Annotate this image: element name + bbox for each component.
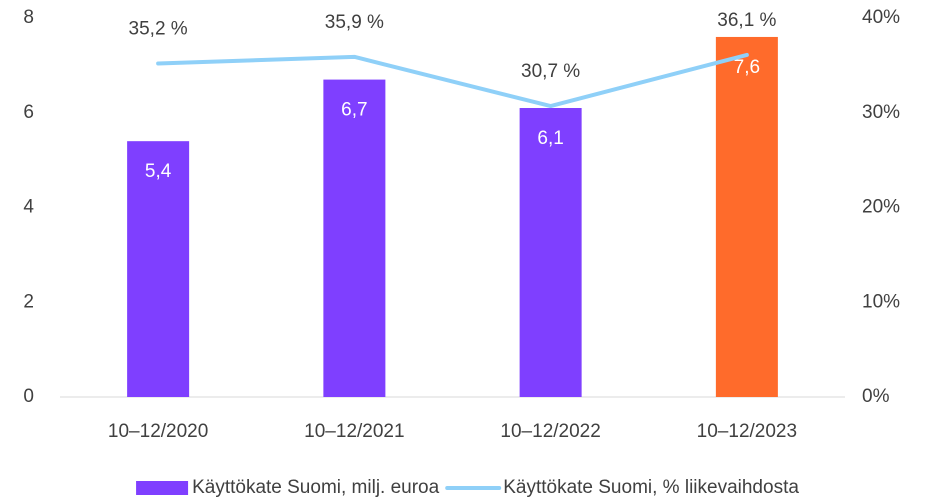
y2-tick-label: 40% <box>862 7 900 28</box>
line-value-label: 35,2 % <box>129 18 188 39</box>
y-tick-label: 8 <box>23 7 34 28</box>
y2-tick-label: 10% <box>862 291 900 312</box>
bar <box>127 141 190 397</box>
y2-tick-label: 0% <box>862 386 890 407</box>
line-value-label: 36,1 % <box>717 10 776 31</box>
bar-value-label: 7,6 <box>734 57 760 78</box>
y-tick-label: 4 <box>23 197 34 218</box>
x-tick-label: 10–12/2021 <box>304 421 404 442</box>
bar <box>715 36 778 397</box>
x-tick-label: 10–12/2020 <box>108 421 208 442</box>
line-value-label: 30,7 % <box>521 61 580 82</box>
line-value-label: 35,9 % <box>325 12 384 33</box>
legend-label: Käyttökate Suomi, % liikevaihdosta <box>503 477 799 498</box>
x-tick-label: 10–12/2023 <box>697 421 797 442</box>
line <box>156 52 749 109</box>
legend-swatch <box>136 481 189 495</box>
bar <box>323 79 386 398</box>
legend-label: Käyttökate Suomi, milj. euroa <box>192 477 440 498</box>
bar-value-label: 6,1 <box>537 128 563 149</box>
bar <box>519 108 582 397</box>
y2-tick-label: 30% <box>862 102 900 123</box>
y-tick-label: 0 <box>23 386 34 407</box>
bar-value-label: 5,4 <box>145 161 172 182</box>
bar-value-label: 6,7 <box>341 100 367 121</box>
y-tick-label: 2 <box>23 291 34 312</box>
y2-tick-label: 20% <box>862 197 900 218</box>
y-tick-label: 6 <box>23 102 34 123</box>
x-tick-label: 10–12/2022 <box>500 421 600 442</box>
